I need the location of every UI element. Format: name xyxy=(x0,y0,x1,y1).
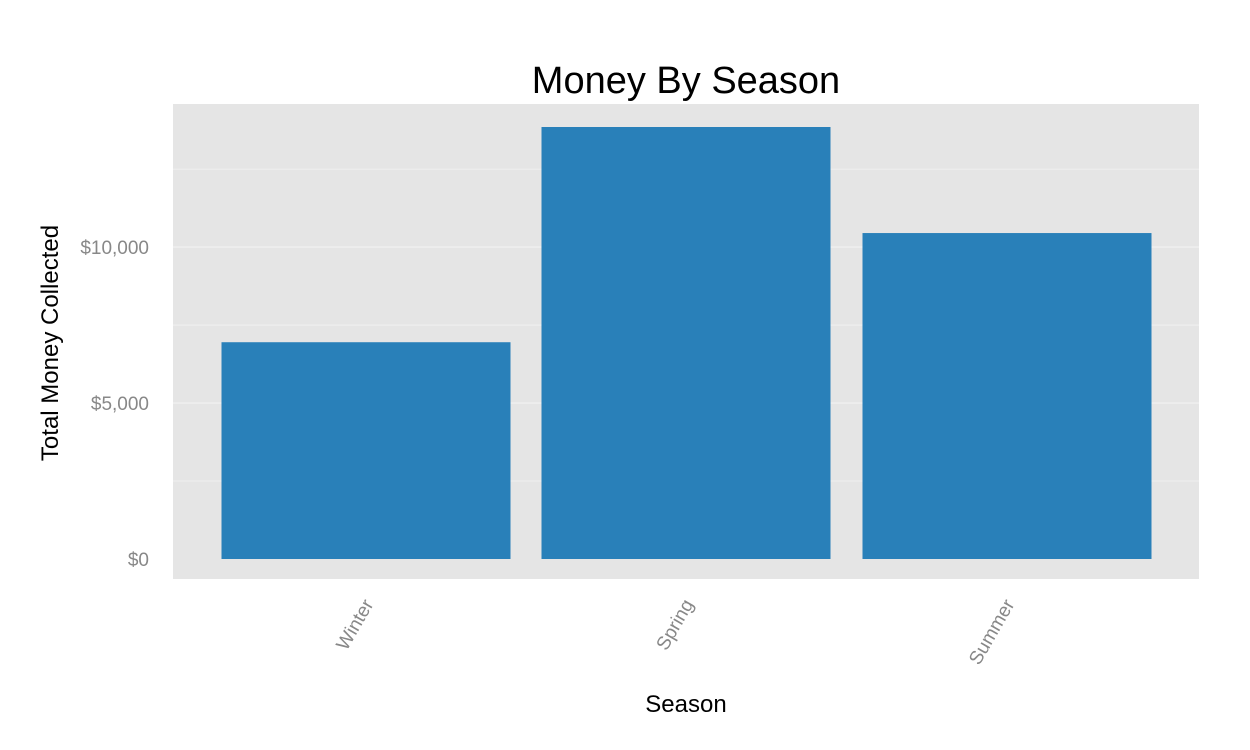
y-tick-label: $0 xyxy=(128,550,149,571)
y-axis-title: Total Money Collected xyxy=(37,225,64,461)
bars xyxy=(221,127,1152,559)
chart-title: Money By Season xyxy=(532,60,840,102)
x-tick-label: Summer xyxy=(965,595,1019,668)
x-tick-label: Spring xyxy=(653,596,699,654)
bar-winter xyxy=(221,342,511,559)
x-axis-title: Season xyxy=(645,691,726,718)
bar-spring xyxy=(541,127,831,559)
x-axis-ticks: Winter Spring Summer xyxy=(333,595,1020,668)
bar-summer xyxy=(862,233,1152,559)
x-tick-label: Winter xyxy=(333,595,379,654)
y-tick-label: $10,000 xyxy=(80,238,149,259)
y-axis-ticks: $0 $5,000 $10,000 xyxy=(80,238,149,571)
y-tick-label: $5,000 xyxy=(91,394,149,415)
